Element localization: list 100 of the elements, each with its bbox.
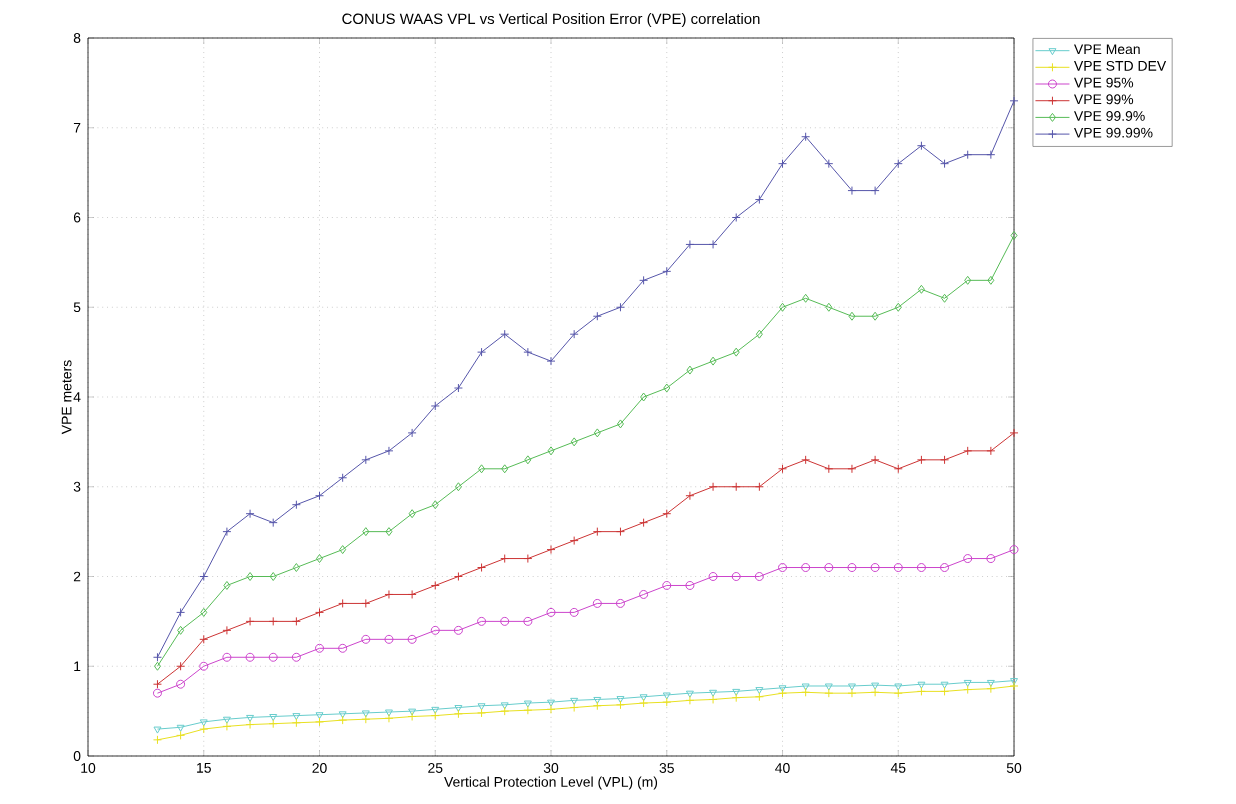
point bbox=[916, 455, 926, 465]
point bbox=[640, 392, 648, 402]
point bbox=[963, 554, 973, 564]
point bbox=[292, 563, 300, 573]
point bbox=[893, 688, 903, 698]
point bbox=[477, 347, 487, 357]
point bbox=[801, 683, 810, 691]
point bbox=[199, 719, 208, 727]
point bbox=[894, 683, 903, 691]
point bbox=[593, 428, 601, 438]
point bbox=[616, 696, 625, 704]
point bbox=[407, 428, 417, 438]
point bbox=[963, 150, 973, 160]
point bbox=[593, 696, 602, 704]
point bbox=[245, 509, 255, 519]
point bbox=[615, 527, 625, 537]
point bbox=[177, 625, 185, 635]
point bbox=[870, 455, 880, 465]
point bbox=[569, 329, 579, 339]
point bbox=[269, 714, 278, 722]
point bbox=[825, 302, 833, 312]
point bbox=[269, 572, 277, 581]
point bbox=[894, 302, 902, 312]
point bbox=[847, 688, 857, 698]
point bbox=[685, 580, 695, 590]
point bbox=[917, 681, 926, 689]
point bbox=[893, 563, 903, 573]
point bbox=[686, 365, 694, 375]
point bbox=[916, 686, 926, 696]
point bbox=[870, 563, 880, 573]
point bbox=[245, 720, 255, 730]
point bbox=[501, 464, 509, 474]
point bbox=[663, 383, 671, 393]
point bbox=[245, 652, 255, 662]
point bbox=[778, 688, 788, 698]
point bbox=[732, 347, 740, 357]
point bbox=[801, 132, 811, 142]
point bbox=[500, 554, 510, 564]
point bbox=[477, 703, 486, 711]
point bbox=[268, 719, 278, 729]
point bbox=[315, 717, 325, 727]
point bbox=[986, 679, 995, 687]
point bbox=[384, 709, 393, 717]
point bbox=[639, 518, 649, 528]
point bbox=[801, 563, 811, 573]
point bbox=[245, 616, 255, 626]
point bbox=[315, 607, 325, 617]
point bbox=[454, 705, 463, 713]
point bbox=[870, 186, 880, 196]
point bbox=[176, 679, 186, 689]
point bbox=[430, 580, 440, 590]
point bbox=[847, 186, 857, 196]
point bbox=[477, 563, 487, 573]
point bbox=[987, 275, 995, 285]
point bbox=[639, 698, 649, 708]
point bbox=[478, 464, 486, 474]
point bbox=[291, 616, 301, 626]
point bbox=[361, 714, 371, 724]
point bbox=[199, 661, 209, 671]
point bbox=[199, 724, 209, 734]
point bbox=[546, 356, 556, 366]
point bbox=[291, 718, 301, 728]
point bbox=[199, 572, 209, 581]
point bbox=[963, 685, 973, 695]
point bbox=[592, 701, 602, 711]
point bbox=[200, 607, 208, 617]
point bbox=[708, 239, 718, 249]
point bbox=[315, 712, 324, 720]
point bbox=[569, 607, 579, 617]
point bbox=[592, 598, 602, 608]
point bbox=[384, 713, 394, 723]
point bbox=[362, 527, 370, 537]
point bbox=[662, 266, 672, 276]
point bbox=[592, 311, 602, 321]
point bbox=[847, 563, 857, 573]
point bbox=[338, 715, 348, 725]
point bbox=[685, 491, 695, 501]
point bbox=[199, 634, 209, 644]
point bbox=[616, 419, 624, 429]
point bbox=[384, 589, 394, 599]
point bbox=[940, 455, 950, 465]
point bbox=[662, 692, 671, 700]
point bbox=[662, 580, 672, 590]
point bbox=[662, 697, 672, 707]
point bbox=[315, 491, 325, 501]
point bbox=[963, 446, 973, 456]
point bbox=[569, 703, 579, 713]
point bbox=[824, 688, 834, 698]
point bbox=[592, 527, 602, 537]
point bbox=[916, 563, 926, 573]
point bbox=[500, 616, 510, 626]
point bbox=[662, 509, 672, 519]
point bbox=[940, 159, 950, 169]
point bbox=[523, 616, 533, 626]
point bbox=[754, 482, 764, 492]
point bbox=[361, 710, 370, 718]
point bbox=[546, 545, 556, 555]
point bbox=[523, 554, 533, 564]
point bbox=[986, 554, 996, 564]
point bbox=[523, 347, 533, 357]
